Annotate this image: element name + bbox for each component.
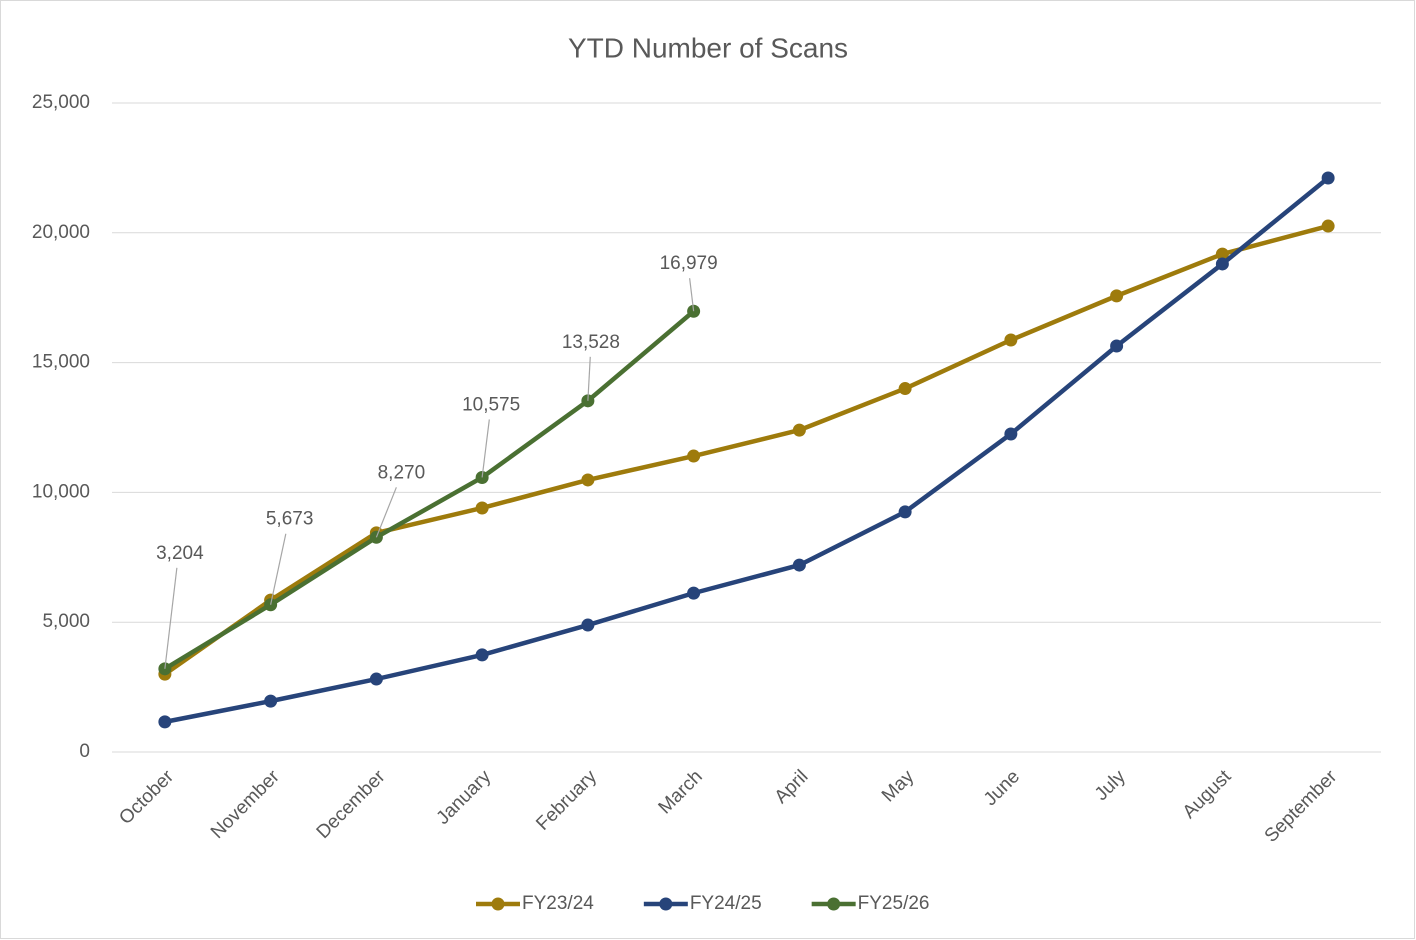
y-tick-label: 5,000	[42, 611, 90, 632]
data-label: 16,979	[660, 253, 718, 274]
data-label: 10,575	[462, 394, 520, 415]
data-point	[1004, 333, 1018, 347]
data-point	[898, 382, 912, 396]
legend-marker	[827, 897, 841, 911]
data-point	[792, 558, 806, 572]
legend-label: FY25/26	[858, 893, 930, 914]
legend-marker	[659, 897, 673, 911]
y-tick-label: 25,000	[32, 92, 90, 113]
series-line	[164, 176, 1330, 725]
leader-line	[587, 356, 591, 401]
data-point	[369, 672, 383, 686]
data-point	[475, 648, 489, 662]
y-tick-label: 0	[79, 741, 90, 762]
leader-line	[481, 419, 490, 478]
leader-line	[375, 487, 397, 538]
y-tick-label: 10,000	[32, 481, 90, 502]
leader-line	[270, 533, 287, 605]
data-point	[1110, 289, 1124, 303]
data-point	[687, 449, 701, 463]
data-point	[792, 423, 806, 437]
data-point	[1321, 171, 1335, 185]
data-label: 5,673	[266, 509, 314, 530]
series-line	[163, 223, 1329, 676]
data-point	[264, 694, 278, 708]
data-point	[898, 505, 912, 519]
leader-line	[689, 278, 695, 312]
data-label: 8,270	[378, 462, 426, 483]
data-point	[687, 586, 701, 600]
data-point	[581, 618, 595, 632]
data-label: 13,528	[562, 332, 620, 353]
data-point	[1321, 219, 1335, 233]
data-point	[1110, 339, 1124, 353]
legend-label: FY23/24	[522, 893, 594, 914]
data-point	[581, 473, 595, 487]
leader-line	[164, 567, 178, 669]
chart-title: YTD Number of Scans	[568, 32, 848, 63]
data-point	[1215, 257, 1229, 271]
series-line	[163, 309, 696, 671]
data-point	[475, 501, 489, 515]
y-tick-label: 15,000	[32, 352, 90, 373]
legend-marker	[491, 897, 505, 911]
y-tick-label: 20,000	[32, 222, 90, 243]
data-point	[1004, 427, 1018, 441]
data-point	[158, 715, 172, 729]
data-point	[1215, 247, 1229, 261]
legend-label: FY24/25	[690, 893, 762, 914]
data-label: 3,204	[156, 543, 204, 564]
